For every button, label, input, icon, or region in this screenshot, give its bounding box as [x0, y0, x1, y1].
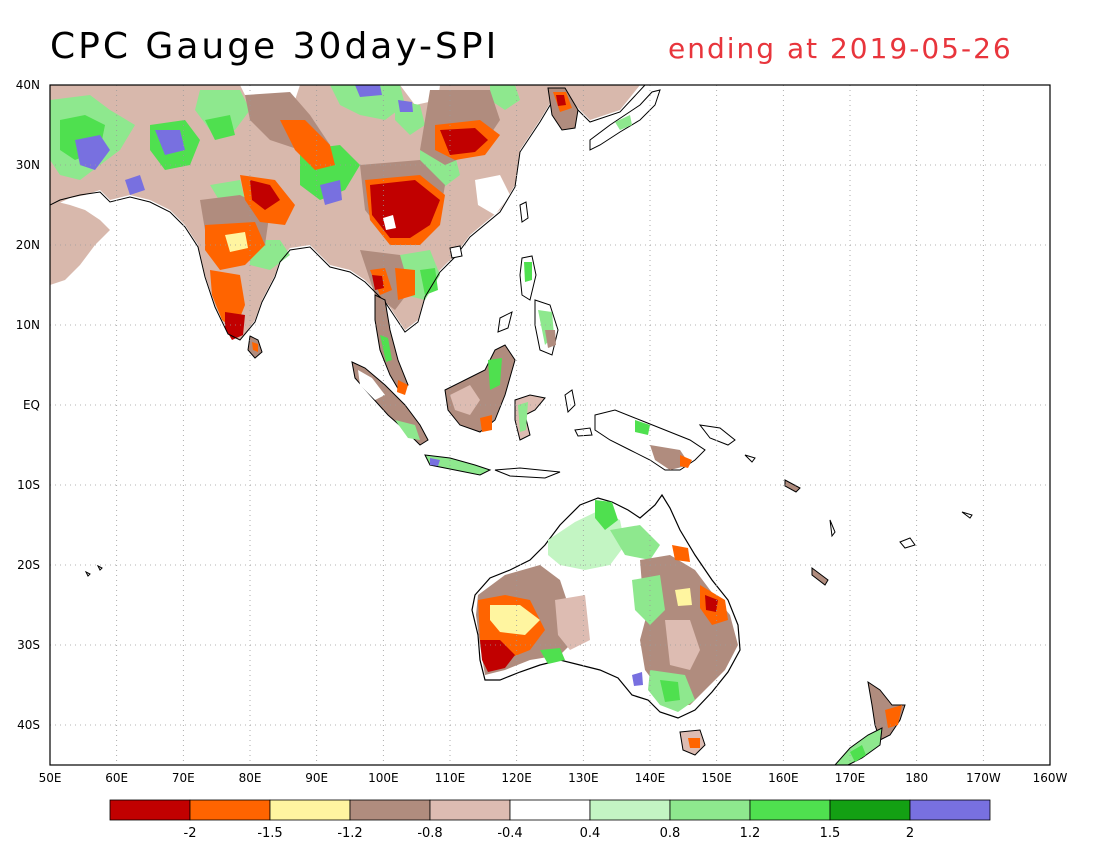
land-fields [50, 85, 973, 765]
latitude-tick-label: 30N [16, 158, 40, 172]
map-gridlines [50, 85, 1050, 765]
colorbar-swatch [429, 799, 511, 821]
map-title: CPC Gauge 30day-SPI [50, 26, 500, 67]
latitude-tick-label: 40N [16, 78, 40, 92]
longitude-tick-label: 120E [501, 771, 532, 785]
longitude-tick-label: 150E [701, 771, 732, 785]
longitude-tick-label: 160W [1033, 771, 1068, 785]
colorbar-label: 1.2 [740, 826, 761, 841]
latitude-tick-label: 20S [17, 558, 40, 572]
longitude-tick-label: 90E [305, 771, 328, 785]
colorbar-label: 2 [906, 826, 914, 841]
colorbar-label: 0.4 [580, 826, 601, 841]
map-date-subtitle: ending at 2019-05-26 [668, 32, 1013, 65]
longitude-tick-label: 110E [435, 771, 466, 785]
longitude-tick-label: 60E [105, 771, 128, 785]
colorbar-label: 1.5 [820, 826, 841, 841]
latitude-tick-label: 30S [17, 638, 40, 652]
longitude-tick-labels: 50E 60E 70E 80E 90E 100E 110E 120E 130E 140E 150E 1… [39, 771, 1068, 785]
colorbar-swatch [829, 799, 911, 821]
longitude-tick-label: 80E [239, 771, 262, 785]
colorbar-swatch [189, 799, 271, 821]
colorbar-swatch [749, 799, 831, 821]
latitude-tick-label: 10S [17, 478, 40, 492]
latitude-tick-label: 20N [16, 238, 40, 252]
latitude-tick-labels: 40N 30N 20N 10N EQ 10S 20S 30S 40S [16, 78, 40, 732]
colorbar-label: -2 [184, 826, 197, 841]
colorbar-label: -0.4 [497, 826, 522, 841]
colorbar-label: -1.2 [337, 826, 362, 841]
asia-landmass [50, 85, 640, 340]
longitude-tick-label: 130E [568, 771, 599, 785]
latitude-tick-label: 10N [16, 318, 40, 332]
colorbar-swatch [669, 799, 751, 821]
colorbar-label: 0.8 [660, 826, 681, 841]
colorbar-swatch [349, 799, 431, 821]
colorbar-swatch [909, 799, 991, 821]
arabia-landmass [50, 200, 110, 285]
colorbar-label: -1.5 [257, 826, 282, 841]
longitude-tick-label: 160E [768, 771, 799, 785]
longitude-tick-label: 100E [368, 771, 399, 785]
longitude-tick-label: 50E [39, 771, 62, 785]
longitude-tick-label: 170E [835, 771, 866, 785]
map-frame [49, 84, 1051, 766]
longitude-tick-label: 170W [966, 771, 1001, 785]
longitude-tick-label: 140E [635, 771, 666, 785]
longitude-tick-label: 70E [172, 771, 195, 785]
colorbar-label: -0.8 [417, 826, 442, 841]
latitude-tick-label: 40S [17, 718, 40, 732]
colorbar-swatch [509, 799, 591, 821]
latitude-tick-label: EQ [23, 398, 40, 412]
colorbar: -2 -1.5 -1.2 -0.8 -0.4 0.4 0.8 1.2 1.5 2 [109, 799, 991, 841]
longitude-tick-label: 180 [905, 771, 928, 785]
colorbar-swatch [589, 799, 671, 821]
colorbar-swatch [109, 799, 191, 821]
colorbar-swatch [269, 799, 351, 821]
